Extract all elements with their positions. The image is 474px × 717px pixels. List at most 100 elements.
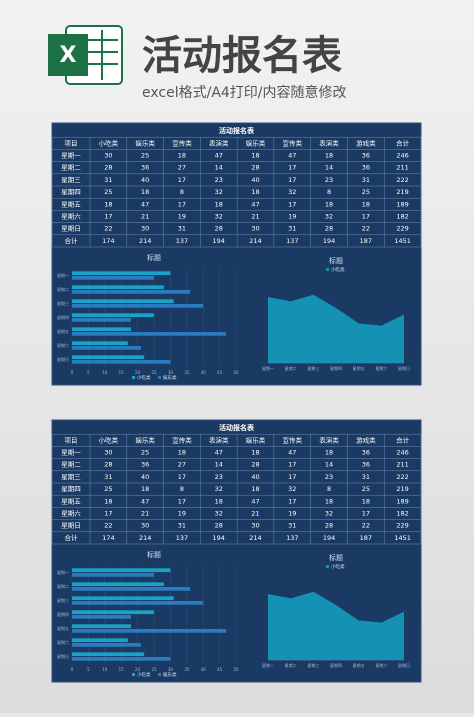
bar xyxy=(72,610,154,615)
table-cell: 30 xyxy=(104,152,112,160)
table-cell: 25 xyxy=(104,485,112,493)
bar xyxy=(72,657,171,661)
x-tick-label: 星期二 xyxy=(285,365,297,371)
x-tick-label: 25 xyxy=(151,370,157,375)
table-cell: 18 xyxy=(104,497,112,505)
column-header: 宣传类 xyxy=(283,138,303,147)
table-cell: 18 xyxy=(251,449,259,457)
table-cell: 星期五 xyxy=(61,497,81,505)
table-cell: 229 xyxy=(396,522,408,530)
column-header: 娱乐类 xyxy=(135,138,155,147)
table-cell: 25 xyxy=(104,188,112,196)
table-cell: 174 xyxy=(102,237,114,245)
table-cell: 17 xyxy=(288,461,296,469)
y-tick-label: 星期一 xyxy=(57,272,69,278)
table-cell: 137 xyxy=(286,534,298,542)
table-cell: 27 xyxy=(178,164,186,172)
table-cell: 30 xyxy=(251,225,259,233)
table-cell: 22 xyxy=(362,225,370,233)
x-tick-label: 0 xyxy=(71,370,74,375)
table-cell: 28 xyxy=(251,164,259,172)
column-header: 表演类 xyxy=(209,138,229,147)
table-cell: 星期四 xyxy=(61,485,81,493)
table-cell: 1451 xyxy=(394,237,411,245)
x-tick-label: 星期日 xyxy=(398,365,410,371)
table-cell: 229 xyxy=(396,225,408,233)
legend-swatch xyxy=(326,268,329,271)
table-cell: 40 xyxy=(251,473,259,481)
table-cell: 182 xyxy=(396,213,408,221)
y-tick-label: 星期四 xyxy=(57,314,69,320)
table-cell: 219 xyxy=(396,485,408,493)
table-cell: 18 xyxy=(215,497,223,505)
table-cell: 18 xyxy=(141,188,149,196)
table-cell: 25 xyxy=(362,485,370,493)
bar xyxy=(72,285,164,290)
table-cell: 18 xyxy=(178,152,186,160)
y-tick-label: 星期五 xyxy=(57,328,69,334)
table-cell: 21 xyxy=(251,510,259,518)
table-cell: 36 xyxy=(362,449,370,457)
table-cell: 40 xyxy=(141,176,149,184)
table-cell: 23 xyxy=(215,473,223,481)
x-tick-label: 星期六 xyxy=(375,662,387,668)
table-cell: 17 xyxy=(178,200,186,208)
table-cell: 18 xyxy=(251,188,259,196)
area xyxy=(268,591,404,660)
bar xyxy=(72,271,171,276)
table-cell: 32 xyxy=(215,213,223,221)
table-cell: 星期一 xyxy=(61,449,81,457)
table-cell: 17 xyxy=(362,510,370,518)
table-cell: 28 xyxy=(104,461,112,469)
x-tick-label: 0 xyxy=(71,667,74,672)
table-cell: 8 xyxy=(180,188,184,196)
table-cell: 194 xyxy=(213,534,225,542)
table-cell: 137 xyxy=(176,237,188,245)
table-cell: 31 xyxy=(362,176,370,184)
bar xyxy=(72,304,204,308)
x-tick-label: 40 xyxy=(201,667,207,672)
table-cell: 47 xyxy=(288,449,296,457)
table-cell: 19 xyxy=(178,510,186,518)
table-cell: 194 xyxy=(213,237,225,245)
column-header: 项目 xyxy=(65,436,78,444)
table-cell: 18 xyxy=(325,449,333,457)
table-cell: 18 xyxy=(325,497,333,505)
table-cell: 18 xyxy=(325,200,333,208)
x-tick-label: 50 xyxy=(233,370,239,375)
bar xyxy=(72,346,141,350)
table-cell: 合计 xyxy=(65,236,79,245)
table-cell: 246 xyxy=(396,449,408,457)
table-cell: 星期四 xyxy=(61,188,81,196)
table-cell: 214 xyxy=(249,237,261,245)
x-tick-label: 35 xyxy=(184,370,190,375)
table-cell: 23 xyxy=(325,176,333,184)
table-cell: 18 xyxy=(104,200,112,208)
table-cell: 32 xyxy=(288,188,296,196)
table-cell: 214 xyxy=(139,534,151,542)
table-cell: 23 xyxy=(215,176,223,184)
legend-swatch xyxy=(326,565,329,568)
y-tick-label: 星期二 xyxy=(57,583,69,589)
table-cell: 14 xyxy=(215,164,223,172)
table-cell: 星期三 xyxy=(61,473,81,481)
table-cell: 合计 xyxy=(65,533,79,542)
column-header: 表演类 xyxy=(209,435,229,444)
table-cell: 星期二 xyxy=(61,461,81,469)
bar xyxy=(72,638,128,643)
table-cell: 18 xyxy=(362,497,370,505)
table-cell: 31 xyxy=(178,225,186,233)
table-cell: 32 xyxy=(215,485,223,493)
x-tick-label: 星期四 xyxy=(330,365,342,371)
table-cell: 31 xyxy=(104,473,112,481)
table-cell: 17 xyxy=(288,200,296,208)
table-cell: 19 xyxy=(288,510,296,518)
x-tick-label: 25 xyxy=(151,667,157,672)
bar xyxy=(72,615,132,619)
table-cell: 25 xyxy=(141,152,149,160)
table-cell: 30 xyxy=(141,225,149,233)
column-header: 娱乐类 xyxy=(246,435,266,444)
column-header: 合计 xyxy=(396,138,410,147)
